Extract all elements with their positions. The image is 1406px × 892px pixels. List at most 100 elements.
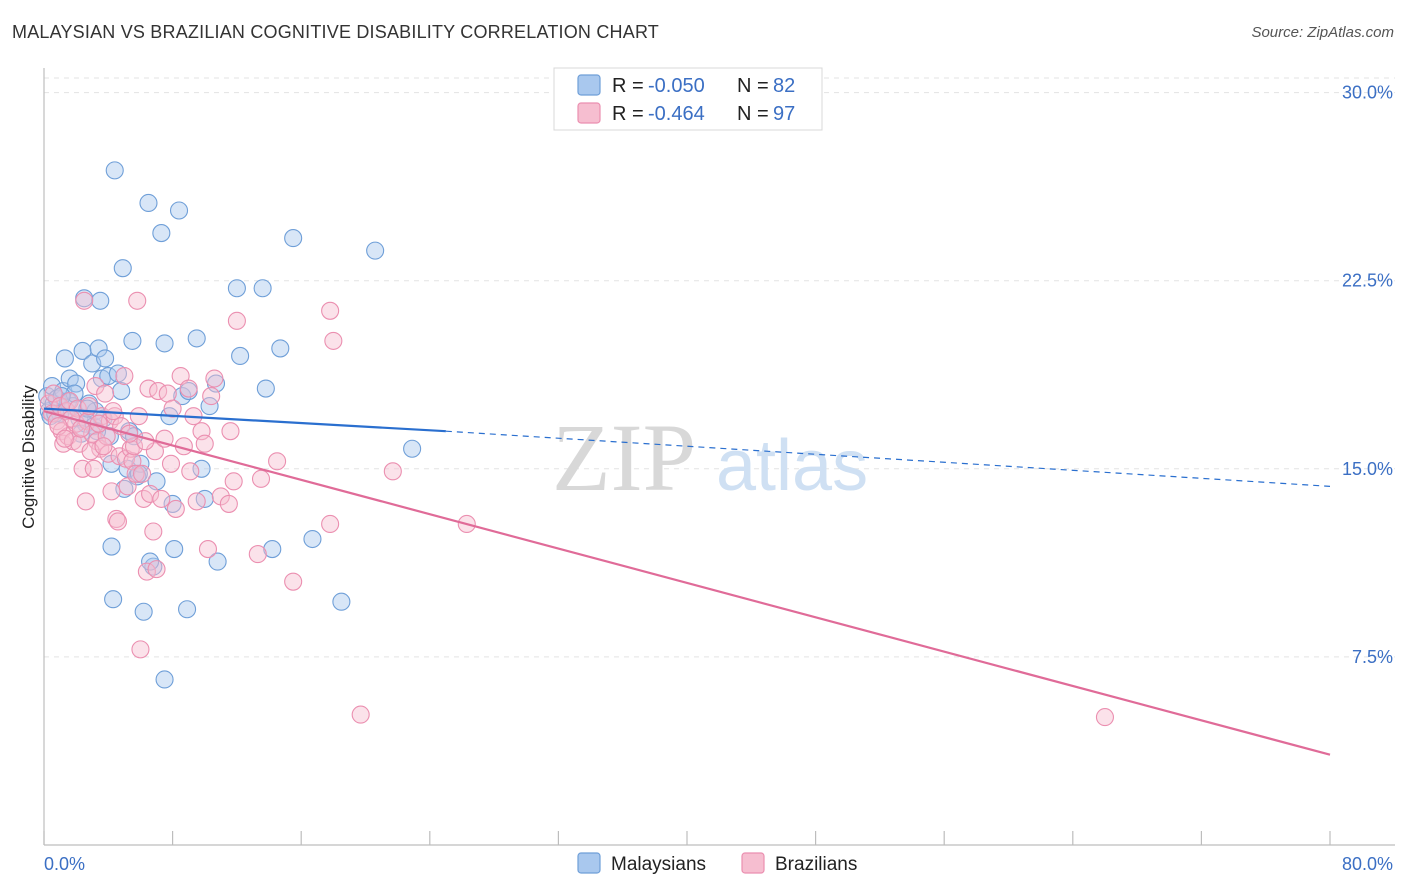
brazilian-point [248,545,267,564]
brazilian-point [166,499,185,518]
brazilian-point [284,572,303,591]
brazilian-point [251,469,271,488]
brazilian-point [158,384,177,403]
y-tick-label: 30.0% [1342,83,1393,103]
malaysian-point [152,224,171,243]
legend-r-value-malaysians: -0.050 [648,75,705,97]
malaysian-point [105,161,124,180]
x-tick-labels: 0.0% 80.0% [44,854,1393,874]
brazilian-point [129,407,148,426]
watermark-zip: ZIP [552,404,696,511]
watermark-atlas: atlas [716,426,868,506]
bottom-legend-swatch-brazilians [741,852,765,874]
brazilian-point [131,640,150,659]
legend-swatch-brazilians [577,102,601,124]
brazilian-point [179,379,198,398]
brazilian-point [161,454,181,473]
bottom-legend-brazilians: Brazilians [775,854,857,875]
brazilian-point [126,464,145,483]
malaysian-point [192,459,211,478]
malaysian-point [332,592,351,611]
brazilian-point [76,492,95,511]
brazilian-point [198,540,218,559]
brazilian-point [205,369,224,388]
source-credit: Source: ZipAtlas.com [1251,24,1394,41]
malaysian-point [263,540,282,559]
malaysian-point [102,537,121,556]
malaysian-point [155,334,174,353]
watermark: ZIP atlas [552,404,868,511]
bottom-legend-swatch-malaysians [577,852,601,874]
brazilian-point [1095,708,1114,727]
brazilian-point [324,331,343,350]
chart-title: MALAYSIAN VS BRAZILIAN COGNITIVE DISABIL… [12,22,660,42]
malaysian-trend-line [43,407,446,433]
y-tick-labels: 7.5% 15.0% 22.5% 30.0% [1342,83,1393,667]
malaysian-point [139,193,158,213]
legend-swatch-malaysians [577,74,601,96]
brazilian-point [221,422,240,441]
malaysian-point [231,346,250,366]
brazilian-point [133,464,152,483]
brazilian-point [136,432,155,451]
malaysian-point [284,229,303,248]
brazilian-point [75,291,94,310]
axes [43,68,1395,846]
malaysian-point [96,349,115,368]
brazilian-point [383,462,402,481]
legend-r-label-brazilians: R = [612,103,644,125]
malaysian-point [134,602,153,621]
brazilian-point [86,376,105,396]
legend-n-value-malaysians: 82 [773,75,795,97]
brazilian-point [68,399,87,418]
brazilian-point [181,462,200,481]
brazilian-point [321,514,340,534]
malaysian-point [123,331,142,350]
brazilian-point [321,301,340,320]
brazilian-point [84,459,103,478]
malaysian-point [253,279,272,298]
brazilian-trend-line [43,410,1331,756]
y-tick-label: 22.5% [1342,271,1393,291]
malaysian-point [89,339,108,358]
brazilian-point [102,482,121,501]
brazilian-point [187,492,206,511]
brazilian-point [141,484,160,503]
brazilian-point [152,489,171,508]
brazilian-point [195,434,214,453]
y-tick-label: 15.0% [1342,459,1393,479]
bottom-legend-malaysians: Malaysians [611,854,706,875]
malaysian-point [91,291,110,310]
x-tick-label-min: 0.0% [44,854,85,874]
malaysian-point [165,540,184,559]
legend-r-value-brazilians: -0.464 [648,103,705,125]
malaysian-point [169,201,189,220]
brazilian-point [96,384,115,403]
malaysian-point [178,600,197,619]
legend-box: R = -0.050 N = 82 R = -0.464 N = 97 [553,67,823,131]
malaysian-point [227,279,246,298]
y-tick-label: 7.5% [1352,647,1393,667]
legend-r-label-malaysians: R = [612,75,644,97]
malaysian-point [113,259,132,278]
malaysian-point [187,329,206,348]
brazilian-point [219,494,238,513]
malaysian-point [112,382,131,401]
brazilian-point [163,399,182,418]
brazilian-point [202,387,221,406]
brazilian-point [55,429,74,448]
y-axis-title: Cognitive Disability [19,385,38,529]
brazilian-point [351,705,370,724]
brazilian-point [94,437,113,456]
malaysian-point [403,439,422,458]
malaysian-point [366,241,385,260]
malaysian-point [256,379,275,398]
grid-lines [44,77,1395,658]
x-tick-label-max: 80.0% [1342,854,1393,874]
brazilian-point [224,472,243,491]
legend-n-value-brazilians: 97 [773,103,795,125]
malaysian-point [303,529,322,549]
brazilian-point [145,442,164,461]
bottom-legend: Malaysians Brazilians [577,852,857,875]
